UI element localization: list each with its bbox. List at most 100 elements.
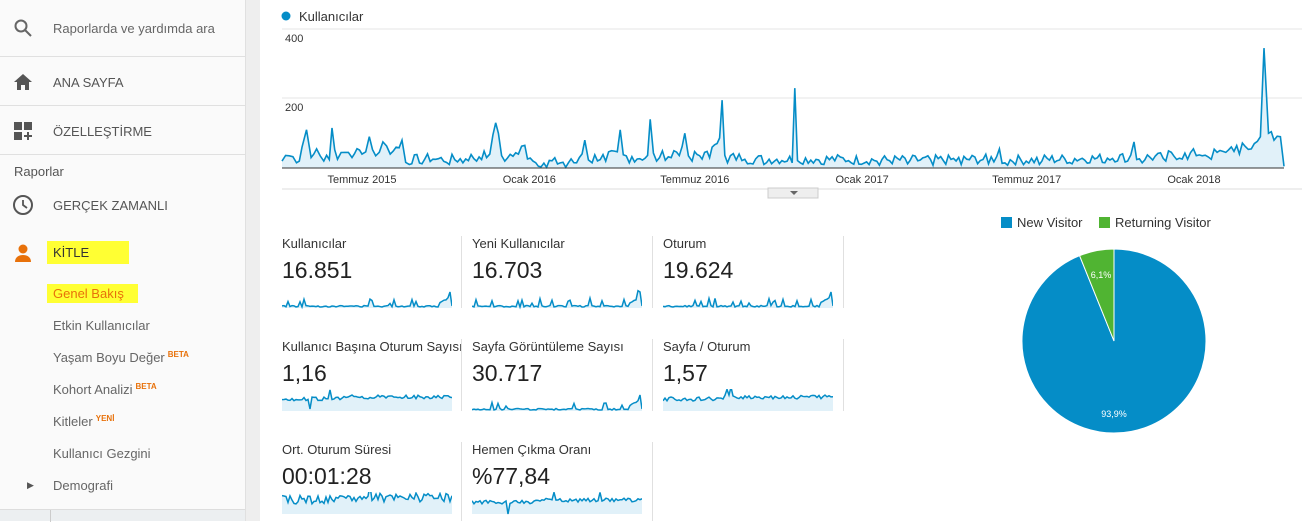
metric-card[interactable]: Ort. Oturum Süresi 00:01:28 [282,442,462,516]
nav-realtime[interactable]: GERÇEK ZAMANLI [0,189,245,221]
metric-label: Kullanıcılar [282,236,462,251]
nav-user-explorer[interactable]: Kullanıcı Gezgini [53,446,151,461]
search-icon [12,17,34,39]
nav-label: Kitleler [53,414,93,429]
metric-sparkline [282,492,452,516]
nav-label: Kohort Analizi [53,382,133,397]
metric-divider [461,442,462,521]
expand-arrow-icon: ▶ [27,480,34,491]
metric-label: Yeni Kullanıcılar [472,236,652,251]
nav-home-label: ANA SAYFA [53,75,124,90]
nav-active-users[interactable]: Etkin Kullanıcılar [53,318,150,333]
nav-customization-label: ÖZELLEŞTİRME [53,124,152,139]
nav-home[interactable]: ANA SAYFA [0,66,245,98]
legend-marker-new [1001,217,1012,228]
metric-value: 19.624 [663,257,843,284]
beta-badge: BETA [168,350,189,359]
metric-divider [843,339,844,411]
divider [0,154,245,155]
nav-realtime-label: GERÇEK ZAMANLI [53,198,168,213]
metric-sparkline [282,286,452,310]
metric-divider [461,236,462,308]
divider [0,56,245,57]
metric-value: 16.703 [472,257,652,284]
clock-icon [12,194,34,216]
nav-audience-label: KİTLE [47,241,129,264]
metric-sparkline [472,492,642,516]
y-tick-label: 400 [285,33,303,45]
pie-label: 6,1% [1091,270,1112,280]
metric-divider [652,339,653,411]
beta-badge: BETA [136,382,157,391]
metric-sparkline [663,286,833,310]
search-input[interactable]: Raporlarda ve yardımda ara [53,21,215,36]
metric-divider [652,442,653,521]
metric-value: 1,57 [663,360,843,387]
metric-card[interactable]: Kullanıcılar 16.851 [282,236,462,310]
new-badge: YENİ [96,414,115,423]
sidebar-footer [0,509,245,521]
y-tick-label: 200 [285,102,303,114]
metric-label: Sayfa Görüntüleme Sayısı [472,339,652,354]
metric-label: Sayfa / Oturum [663,339,843,354]
x-tick-label: Ocak 2018 [1167,174,1220,186]
legend-label-new: New Visitor [1017,215,1083,230]
nav-overview-label: Genel Bakış [47,284,138,303]
metric-value: 1,16 [282,360,462,387]
dashboard-add-icon [12,120,34,142]
metric-divider [652,236,653,308]
metric-sparkline [472,286,642,310]
metric-card[interactable]: Sayfa Görüntüleme Sayısı 30.717 [472,339,652,413]
nav-label: Yaşam Boyu Değer [53,350,165,365]
pie-label: 93,9% [1101,409,1127,419]
x-tick-label: Temmuz 2017 [992,174,1061,186]
metric-card[interactable]: Kullanıcı Başına Oturum Sayısı 1,16 [282,339,462,413]
metric-label: Kullanıcı Başına Oturum Sayısı [282,339,462,354]
metric-card[interactable]: Sayfa / Oturum 1,57 [663,339,843,413]
metric-card[interactable]: Hemen Çıkma Oranı %77,84 [472,442,652,516]
home-icon [12,71,34,93]
metric-value: %77,84 [472,463,652,490]
person-icon [12,242,34,264]
metric-label: Ort. Oturum Süresi [282,442,462,457]
metric-value: 00:01:28 [282,463,462,490]
nav-audience[interactable]: KİTLE [0,237,245,269]
collapse-chart-button[interactable] [768,188,818,198]
metric-card[interactable]: Yeni Kullanıcılar 16.703 [472,236,652,310]
metric-divider [843,236,844,308]
x-tick-label: Ocak 2017 [836,174,889,186]
nav-label: Etkin Kullanıcılar [53,318,150,333]
metric-label: Oturum [663,236,843,251]
metric-sparkline [472,389,642,413]
x-tick-label: Ocak 2016 [503,174,556,186]
users-line-chart: Kullanıcılar 400 200 Temmuz 2015 Ocak 201… [260,0,1302,200]
visitor-pie-chart: New Visitor Returning Visitor 6,1% 93,9% [990,210,1270,450]
nav-overview[interactable]: Genel Bakış [53,286,138,301]
legend-marker [282,12,291,21]
nav-customization[interactable]: ÖZELLEŞTİRME [0,115,245,147]
metric-card[interactable]: Oturum 19.624 [663,236,843,310]
search-box[interactable]: Raporlarda ve yardımda ara [0,12,245,44]
metric-sparkline [663,389,833,413]
reports-heading: Raporlar [14,164,64,179]
x-tick-label: Temmuz 2016 [660,174,729,186]
divider [0,105,245,106]
sidebar: Raporlarda ve yardımda ara ANA SAYFA ÖZE… [0,0,246,521]
x-tick-label: Temmuz 2015 [327,174,396,186]
legend-label-returning: Returning Visitor [1115,215,1212,230]
metric-divider [461,339,462,411]
legend-marker-returning [1099,217,1110,228]
scroll-gutter [246,0,260,521]
nav-demographics[interactable]: ▶Demografi [53,478,113,493]
series-area [282,48,1284,168]
metric-label: Hemen Çıkma Oranı [472,442,652,457]
metric-sparkline [282,389,452,413]
nav-label: Kullanıcı Gezgini [53,446,151,461]
nav-label: Demografi [53,478,113,493]
legend-label: Kullanıcılar [299,9,364,24]
metric-value: 16.851 [282,257,462,284]
metric-value: 30.717 [472,360,652,387]
